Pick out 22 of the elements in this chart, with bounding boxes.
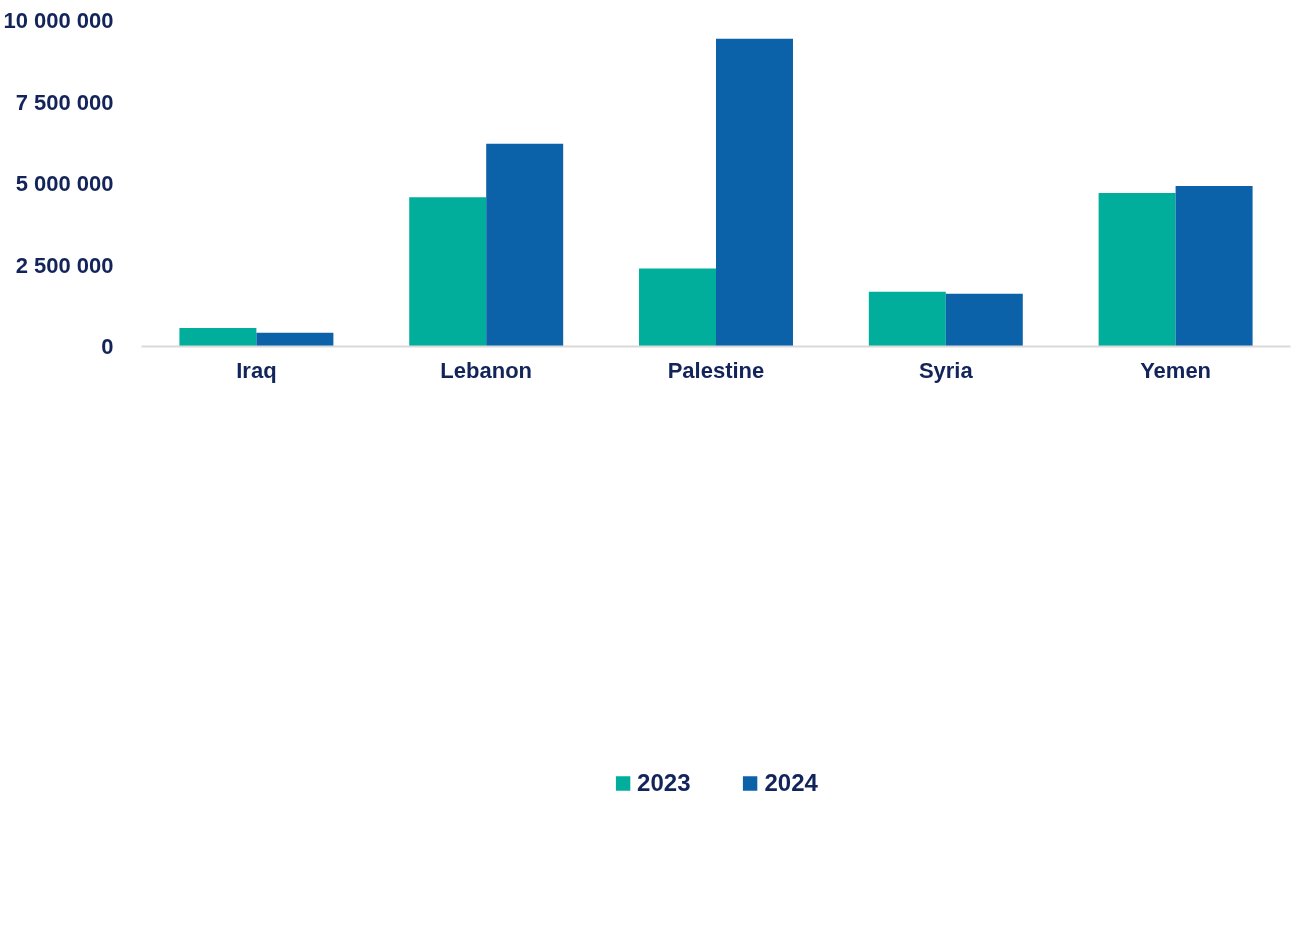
y-tick-label: 10 000 000 [3,8,114,33]
bar [868,291,946,347]
x-tick-label: Iraq [236,357,277,383]
y-tick-label: 7 500 000 [15,89,114,115]
y-tick-label: 5 000 000 [15,171,114,196]
bar [409,197,487,347]
bar [486,143,564,347]
x-tick-label: Syria [918,357,974,383]
legend-label: 2023 [637,769,691,797]
bar [945,293,1023,347]
legend-label: 2024 [764,769,818,797]
x-tick-label: Palestine [667,357,765,383]
bar [716,38,793,347]
y-tick-label: 2 500 000 [15,252,114,278]
x-tick-label: Lebanon [440,357,533,383]
bar [1175,186,1253,347]
y-tick-label: 0 [101,334,114,359]
bar [179,327,257,347]
bar [1098,192,1176,347]
bar [639,268,716,347]
x-tick-label: Yemen [1140,357,1212,383]
bar [256,332,334,347]
